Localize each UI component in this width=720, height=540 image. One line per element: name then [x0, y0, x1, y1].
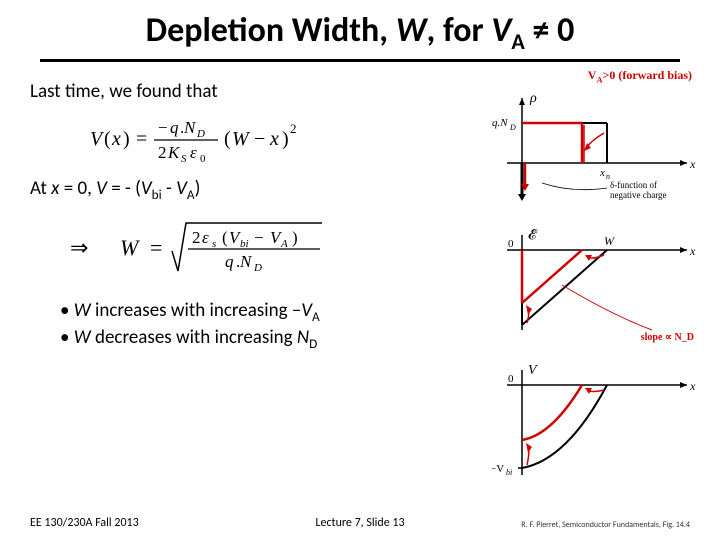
- svg-text:δ-function of: δ-function of: [610, 180, 657, 190]
- svg-text:S: S: [181, 153, 187, 165]
- footer-right: R. F. Pierret, Semiconductor Fundamental…: [521, 520, 690, 530]
- svg-text:ρ: ρ: [529, 91, 537, 106]
- svg-text:W: W: [604, 234, 615, 248]
- svg-text:V: V: [528, 363, 538, 378]
- svg-text:⇒: ⇒: [70, 235, 88, 260]
- svg-text:V: V: [90, 128, 105, 150]
- svg-text:q: q: [170, 118, 179, 137]
- svg-text:W: W: [232, 128, 251, 150]
- svg-text:x: x: [689, 157, 696, 171]
- svg-text:(: (: [104, 128, 111, 150]
- svg-text:x: x: [689, 379, 696, 393]
- svg-text:0: 0: [508, 238, 514, 250]
- svg-text:): ): [282, 128, 289, 150]
- side-diagrams: VA>0 (forward bias) slope ∝ N_D ρ x: [492, 70, 702, 490]
- svg-text:s: s: [212, 238, 216, 250]
- slide-title: Depletion Width, W, for VA ≠ 0: [40, 10, 680, 62]
- svg-text:x: x: [269, 128, 279, 150]
- svg-text:q.N: q.N: [492, 117, 508, 129]
- svg-text:ε: ε: [202, 228, 209, 247]
- handwritten-va-note: VA>0 (forward bias): [588, 68, 692, 84]
- footer-left: EE 130/230A Fall 2013: [30, 516, 139, 530]
- svg-text:2: 2: [290, 121, 297, 136]
- svg-text:−: −: [254, 228, 264, 247]
- footer-center: Lecture 7, Slide 13: [315, 516, 404, 530]
- svg-text:𝓔: 𝓔: [528, 228, 538, 243]
- svg-text:D: D: [196, 128, 205, 140]
- svg-text:D: D: [509, 123, 516, 132]
- svg-text:ε: ε: [190, 143, 197, 162]
- svg-text:(: (: [222, 228, 228, 247]
- svg-text:N: N: [239, 252, 253, 271]
- svg-text:2: 2: [192, 228, 201, 247]
- svg-text:bi: bi: [240, 238, 249, 250]
- svg-text:A: A: [280, 238, 288, 250]
- svg-text:bi: bi: [506, 468, 512, 477]
- svg-text:K: K: [167, 143, 181, 162]
- svg-text:negative charge: negative charge: [610, 190, 667, 200]
- svg-text:N: N: [183, 118, 197, 137]
- svg-text:x: x: [111, 128, 121, 150]
- svg-text:−: −: [254, 128, 265, 150]
- svg-text:−: −: [158, 118, 168, 137]
- svg-text:x: x: [689, 244, 696, 258]
- svg-text:): ): [292, 228, 298, 247]
- svg-text:(: (: [224, 128, 231, 150]
- svg-text:): ): [123, 128, 130, 150]
- svg-text:=: =: [150, 235, 162, 260]
- svg-text:x: x: [599, 167, 605, 179]
- svg-text:0: 0: [508, 373, 514, 385]
- svg-text:W: W: [120, 235, 140, 260]
- svg-text:−V: −V: [492, 463, 504, 475]
- svg-text:q: q: [225, 252, 234, 271]
- svg-text:0: 0: [200, 153, 206, 165]
- svg-text:=: =: [136, 128, 147, 150]
- footer: EE 130/230A Fall 2013 Lecture 7, Slide 1…: [30, 516, 690, 530]
- svg-text:2: 2: [158, 143, 167, 162]
- svg-text:D: D: [253, 262, 262, 274]
